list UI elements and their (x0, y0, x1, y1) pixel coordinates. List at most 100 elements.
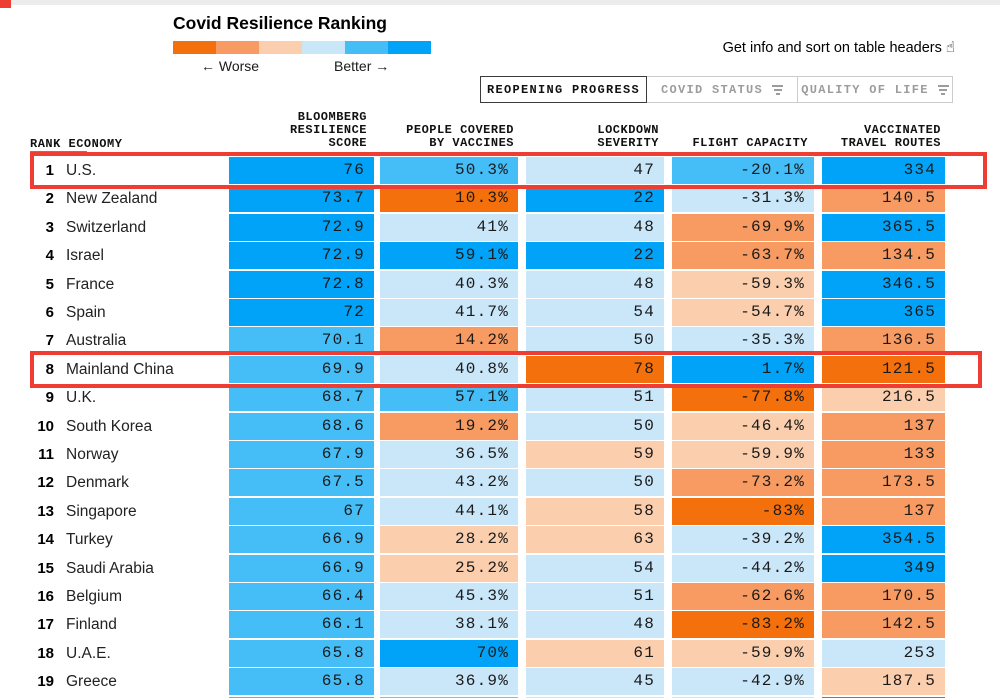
economy-cell: South Korea (66, 417, 153, 435)
vaccines-cell: 43.2% (380, 469, 518, 497)
economy-cell: Switzerland (66, 218, 147, 236)
table-row: 7 Australia 70.1 14.2% 50 -35.3% 136.5 (0, 327, 1000, 355)
lockdown-cell: 59 (526, 441, 664, 468)
score-cell: 72.9 (229, 242, 374, 270)
economy-cell: France (66, 275, 115, 293)
score-cell: 72 (229, 299, 374, 326)
flight-cell: -54.7% (672, 299, 814, 326)
table-row: 12 Denmark 67.5 43.2% 50 -73.2% 173.5 (0, 469, 1000, 497)
lockdown-cell: 48 (526, 213, 664, 241)
flight-cell: -73.2% (672, 469, 814, 497)
lockdown-cell: 22 (526, 242, 664, 270)
lockdown-cell: 50 (526, 412, 664, 440)
score-cell: 67.5 (229, 469, 374, 497)
flight-cell: -42.9% (672, 668, 814, 696)
column-header-flight-capacity[interactable]: FLIGHT CAPACITY (692, 136, 808, 150)
table-row: 1 U.S. 76 50.3% 47 -20.1% 334 (0, 157, 1000, 184)
flight-cell: -35.3% (672, 327, 814, 355)
legend-worse-label: ← Worse (201, 58, 260, 74)
score-cell: 68.7 (229, 384, 374, 412)
vaccines-cell: 40.8% (380, 355, 518, 383)
flight-cell: -83% (672, 497, 814, 525)
lockdown-cell: 78 (526, 355, 664, 383)
routes-cell: 173.5 (822, 469, 945, 497)
vaccines-cell: 57.1% (380, 384, 518, 412)
score-cell (229, 696, 374, 698)
vaccines-cell: 28.2% (380, 526, 518, 554)
tab-reopening-progress[interactable]: REOPENING PROGRESS (480, 76, 647, 103)
economy-cell: U.S. (66, 162, 97, 179)
score-cell: 70.1 (229, 327, 374, 355)
table-row: 8 Mainland China 69.9 40.8% 78 1.7% 121.5 (0, 355, 1000, 383)
score-cell: 76 (229, 157, 374, 184)
flight-cell: -59.9% (672, 639, 814, 667)
flight-cell: -39.2% (672, 526, 814, 554)
column-header-vaccinated-travel-routes[interactable]: VACCINATED TRAVEL ROUTES (840, 123, 941, 150)
column-header-people-covered-by-vaccines[interactable]: PEOPLE COVERED BY VACCINES (406, 123, 514, 150)
lockdown-cell: 22 (526, 185, 664, 213)
flight-cell: -59.3% (672, 270, 814, 298)
lockdown-cell: 48 (526, 270, 664, 298)
score-cell: 72.9 (229, 213, 374, 241)
vaccines-cell: 40.3% (380, 270, 518, 298)
legend-better-label: Better → (334, 58, 390, 74)
routes-cell: 187.5 (822, 668, 945, 696)
tab-quality-of-life[interactable]: QUALITY OF LIFE (797, 76, 953, 103)
flight-cell: -63.7% (672, 242, 814, 270)
legend-swatch (345, 41, 388, 54)
flight-cell: -69.9% (672, 213, 814, 241)
table-row: 6 Spain 72 41.7% 54 -54.7% 365 (0, 299, 1000, 326)
score-cell: 65.8 (229, 668, 374, 696)
routes-cell: 137 (822, 412, 945, 440)
economy-cell: Singapore (66, 502, 137, 520)
economy-cell: Turkey (66, 531, 113, 549)
table-row: 16 Belgium 66.4 45.3% 51 -62.6% 170.5 (0, 583, 1000, 610)
lockdown-cell: 58 (526, 497, 664, 525)
lockdown-cell: 54 (526, 554, 664, 582)
vaccines-cell: 36.9% (380, 668, 518, 696)
score-cell: 65.8 (229, 639, 374, 667)
vaccines-cell: 41.7% (380, 299, 518, 326)
score-cell: 67.9 (229, 441, 374, 468)
flight-cell: -31.3% (672, 185, 814, 213)
flight-cell: -77.8% (672, 384, 814, 412)
rank-cell: 17 (37, 616, 54, 634)
economy-cell: Mainland China (66, 360, 174, 378)
lockdown-cell: 50 (526, 327, 664, 355)
column-header-rank-economy[interactable]: RANK ECONOMY (30, 137, 123, 151)
score-cell: 66.9 (229, 526, 374, 554)
table-row: 3 Switzerland 72.9 41% 48 -69.9% 365.5 (0, 213, 1000, 241)
vaccines-cell: 25.2% (380, 554, 518, 582)
lockdown-cell: 48 (526, 611, 664, 639)
hint-text: Get info and sort on table headers (722, 40, 942, 56)
pointing-hand-icon: ☝ (945, 39, 955, 56)
flight-cell: -83.2% (672, 611, 814, 639)
tab-covid-status[interactable]: COVID STATUS (646, 76, 798, 103)
legend-swatch (216, 41, 259, 54)
routes-cell: 346.5 (822, 270, 945, 298)
score-cell: 66.9 (229, 554, 374, 582)
flight-cell: 1.7% (672, 355, 814, 383)
column-header-lockdown-severity[interactable]: LOCKDOWN SEVERITY (597, 123, 659, 150)
table-row: 15 Saudi Arabia 66.9 25.2% 54 -44.2% 349 (0, 554, 1000, 582)
table-sort-hint: Get info and sort on table headers ☝ (723, 38, 955, 56)
economy-cell: Greece (66, 673, 117, 691)
vaccines-cell: 45.3% (380, 583, 518, 610)
economy-cell: Norway (66, 446, 119, 463)
color-scale-legend (173, 41, 431, 54)
rank-cell: 14 (37, 531, 54, 549)
flight-cell: -20.1% (672, 157, 814, 184)
routes-cell (822, 696, 945, 698)
rank-cell: 12 (37, 474, 54, 492)
rank-cell: 16 (37, 588, 54, 605)
economy-cell: Denmark (66, 474, 129, 492)
lockdown-cell: 51 (526, 384, 664, 412)
lockdown-cell: 61 (526, 639, 664, 667)
filter-icon (772, 84, 783, 95)
page-title: Covid Resilience Ranking (173, 13, 387, 33)
column-header-resilience-score[interactable]: BLOOMBERG RESILIENCE SCORE (289, 110, 367, 150)
routes-cell: 170.5 (822, 583, 945, 610)
table-row: 18 U.A.E. 65.8 70% 61 -59.9% 253 (0, 639, 1000, 667)
lockdown-cell: 54 (526, 299, 664, 326)
rank-cell: 8 (45, 360, 54, 378)
